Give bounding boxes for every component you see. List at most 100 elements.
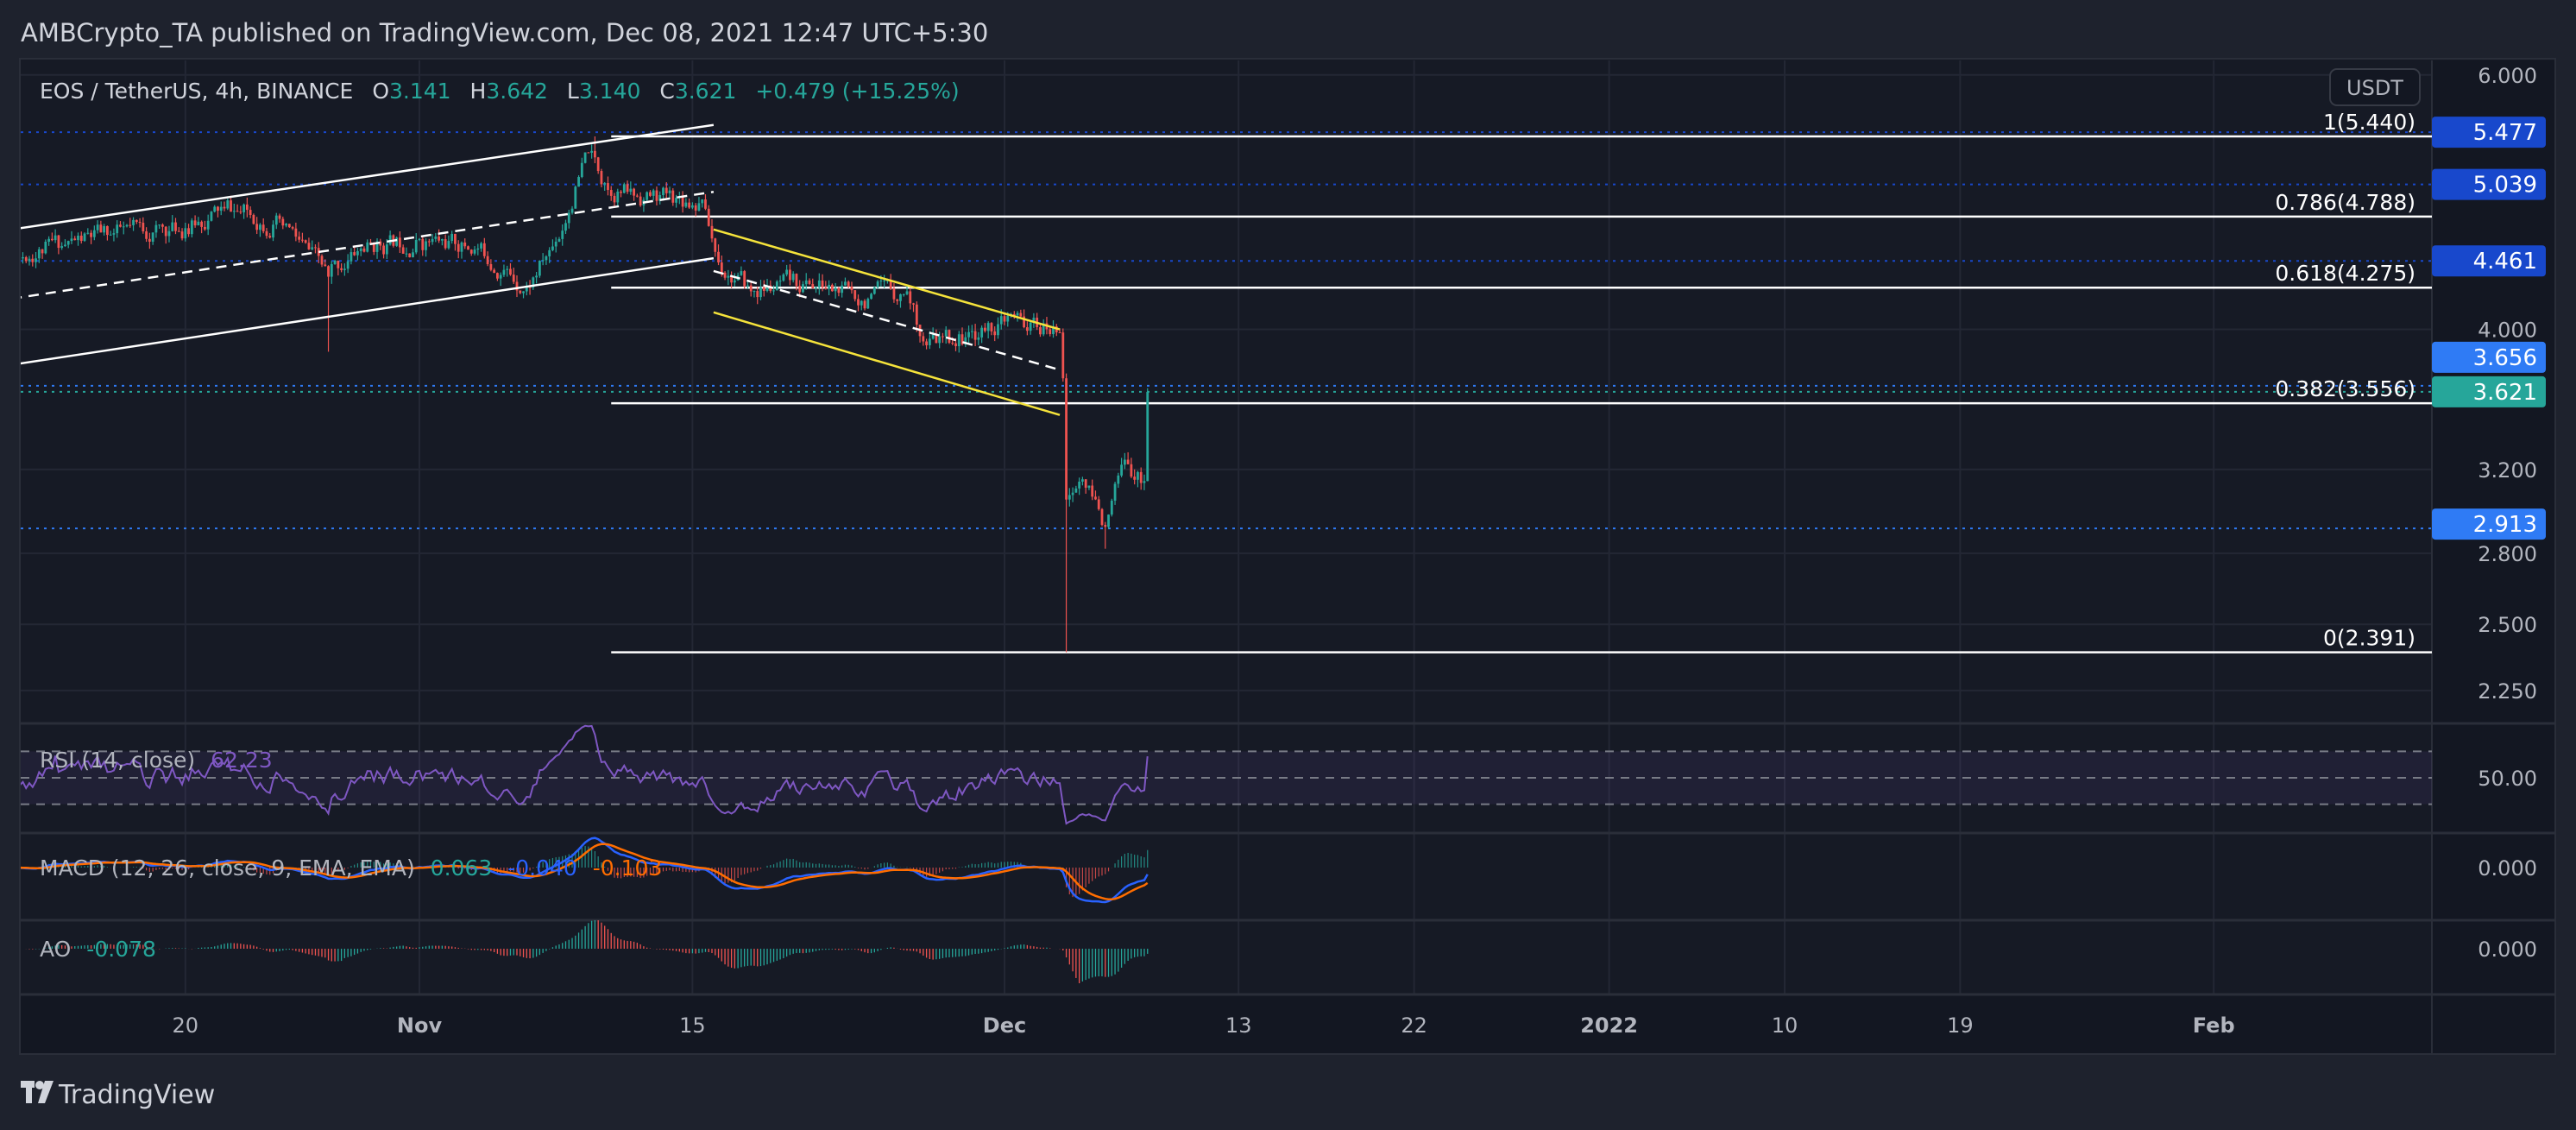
price-badge-label: 4.461: [2473, 249, 2537, 275]
candle: [47, 236, 50, 246]
candle-body: [77, 235, 79, 241]
candle-body: [379, 241, 382, 246]
candle: [1078, 477, 1081, 496]
candle-body: [1123, 459, 1126, 465]
candle: [31, 254, 35, 267]
candle-body: [274, 215, 278, 225]
candle-body: [200, 221, 204, 227]
candle-body: [681, 196, 684, 207]
candle-body: [804, 280, 808, 285]
macd-label: MACD (12, 26, close, 9, EMA, EMA): [40, 855, 415, 881]
candle-body: [866, 299, 870, 309]
open-label: O: [372, 79, 389, 104]
candle-body: [193, 220, 197, 226]
candle-body: [1068, 495, 1071, 500]
candle-body: [740, 271, 743, 275]
candle-body: [324, 264, 327, 267]
candle-body: [252, 215, 255, 224]
candle: [870, 292, 872, 300]
candle-body: [382, 245, 385, 255]
time-axis[interactable]: [21, 994, 2554, 1053]
macd-histogram-value: 0.063: [431, 855, 493, 881]
candle-body: [723, 272, 727, 278]
chart-frame: [19, 58, 2556, 1055]
descending-channel-lower[interactable]: [713, 311, 1061, 416]
rsi-legend[interactable]: RSI (14, close) 62.23: [40, 748, 273, 773]
ascending-channel-upper[interactable]: [11, 123, 715, 230]
candle-body: [450, 233, 454, 242]
descending-channel-upper[interactable]: [713, 228, 1061, 331]
candle: [990, 322, 993, 336]
publisher-line: AMBCrypto_TA published on TradingView.co…: [21, 18, 988, 47]
fib-level-label: 1(5.440): [2323, 110, 2415, 135]
candle-body: [307, 243, 311, 249]
candle-body: [44, 241, 47, 254]
candle-body: [957, 334, 960, 347]
candle-body: [915, 304, 918, 325]
candle: [876, 280, 879, 289]
macd-legend[interactable]: MACD (12, 26, close, 9, EMA, EMA) 0.063 …: [40, 855, 662, 881]
candle-body: [197, 221, 200, 226]
candle: [740, 266, 743, 276]
candle-body: [83, 233, 86, 242]
candle: [356, 248, 359, 261]
candle: [883, 275, 886, 288]
candle-body: [116, 224, 119, 234]
candle: [655, 186, 658, 205]
candle: [1137, 470, 1139, 488]
candle-body: [174, 222, 177, 231]
candle-body: [135, 219, 138, 223]
close-label: C: [659, 79, 674, 104]
candle: [41, 249, 44, 259]
price-badge-5.477: 5.477: [2432, 117, 2546, 148]
symbol-legend[interactable]: EOS / TetherUS, 4h, BINANCE O3.141 H3.64…: [40, 79, 960, 104]
candle: [1133, 469, 1137, 485]
candle-body: [1097, 499, 1100, 509]
candle-body: [281, 218, 285, 226]
candle-body: [577, 177, 580, 187]
candle: [268, 232, 272, 239]
candle-body: [538, 260, 541, 276]
candle: [132, 217, 135, 231]
candle: [646, 191, 649, 203]
fibonacci-retracement[interactable]: 1(5.440) 0.786(4.788) 0.618(4.275) 0.382(3.…: [611, 110, 2432, 653]
candle-body: [1023, 316, 1025, 328]
candle: [519, 290, 522, 294]
candle: [1126, 451, 1130, 464]
ascending-channel-mid[interactable]: [11, 190, 715, 299]
candle-body: [245, 204, 249, 211]
descending-channel-mid[interactable]: [713, 269, 1061, 371]
candle-body: [519, 290, 522, 294]
ascending-channel-lower[interactable]: [11, 256, 715, 365]
candle: [704, 194, 707, 211]
candle: [1042, 319, 1045, 337]
candle: [515, 275, 519, 298]
candle: [193, 215, 197, 228]
candle-body: [434, 236, 438, 239]
trendlines[interactable]: [11, 123, 1061, 416]
candle-body: [372, 242, 375, 252]
candle: [151, 232, 154, 245]
candle-body: [727, 275, 730, 278]
candle-body: [811, 283, 815, 289]
tradingview-logo[interactable]: TradingView: [21, 1080, 215, 1110]
ao-legend[interactable]: AO -0.078: [40, 937, 156, 962]
candle: [333, 259, 337, 265]
candle: [506, 265, 509, 277]
candle: [1074, 485, 1078, 493]
macd-signal-line: [21, 843, 1149, 901]
candle: [532, 276, 535, 290]
candle: [785, 264, 789, 277]
candle-body: [954, 343, 957, 347]
candle: [762, 280, 765, 297]
candle-body: [388, 235, 392, 245]
candle: [561, 224, 564, 246]
currency-button[interactable]: USDT: [2329, 68, 2421, 106]
candle-body: [1012, 313, 1016, 316]
candle-body: [346, 261, 350, 269]
candle-body: [311, 247, 314, 249]
candle-body: [469, 249, 473, 254]
candle-body: [337, 260, 340, 268]
candle-body: [798, 286, 802, 293]
